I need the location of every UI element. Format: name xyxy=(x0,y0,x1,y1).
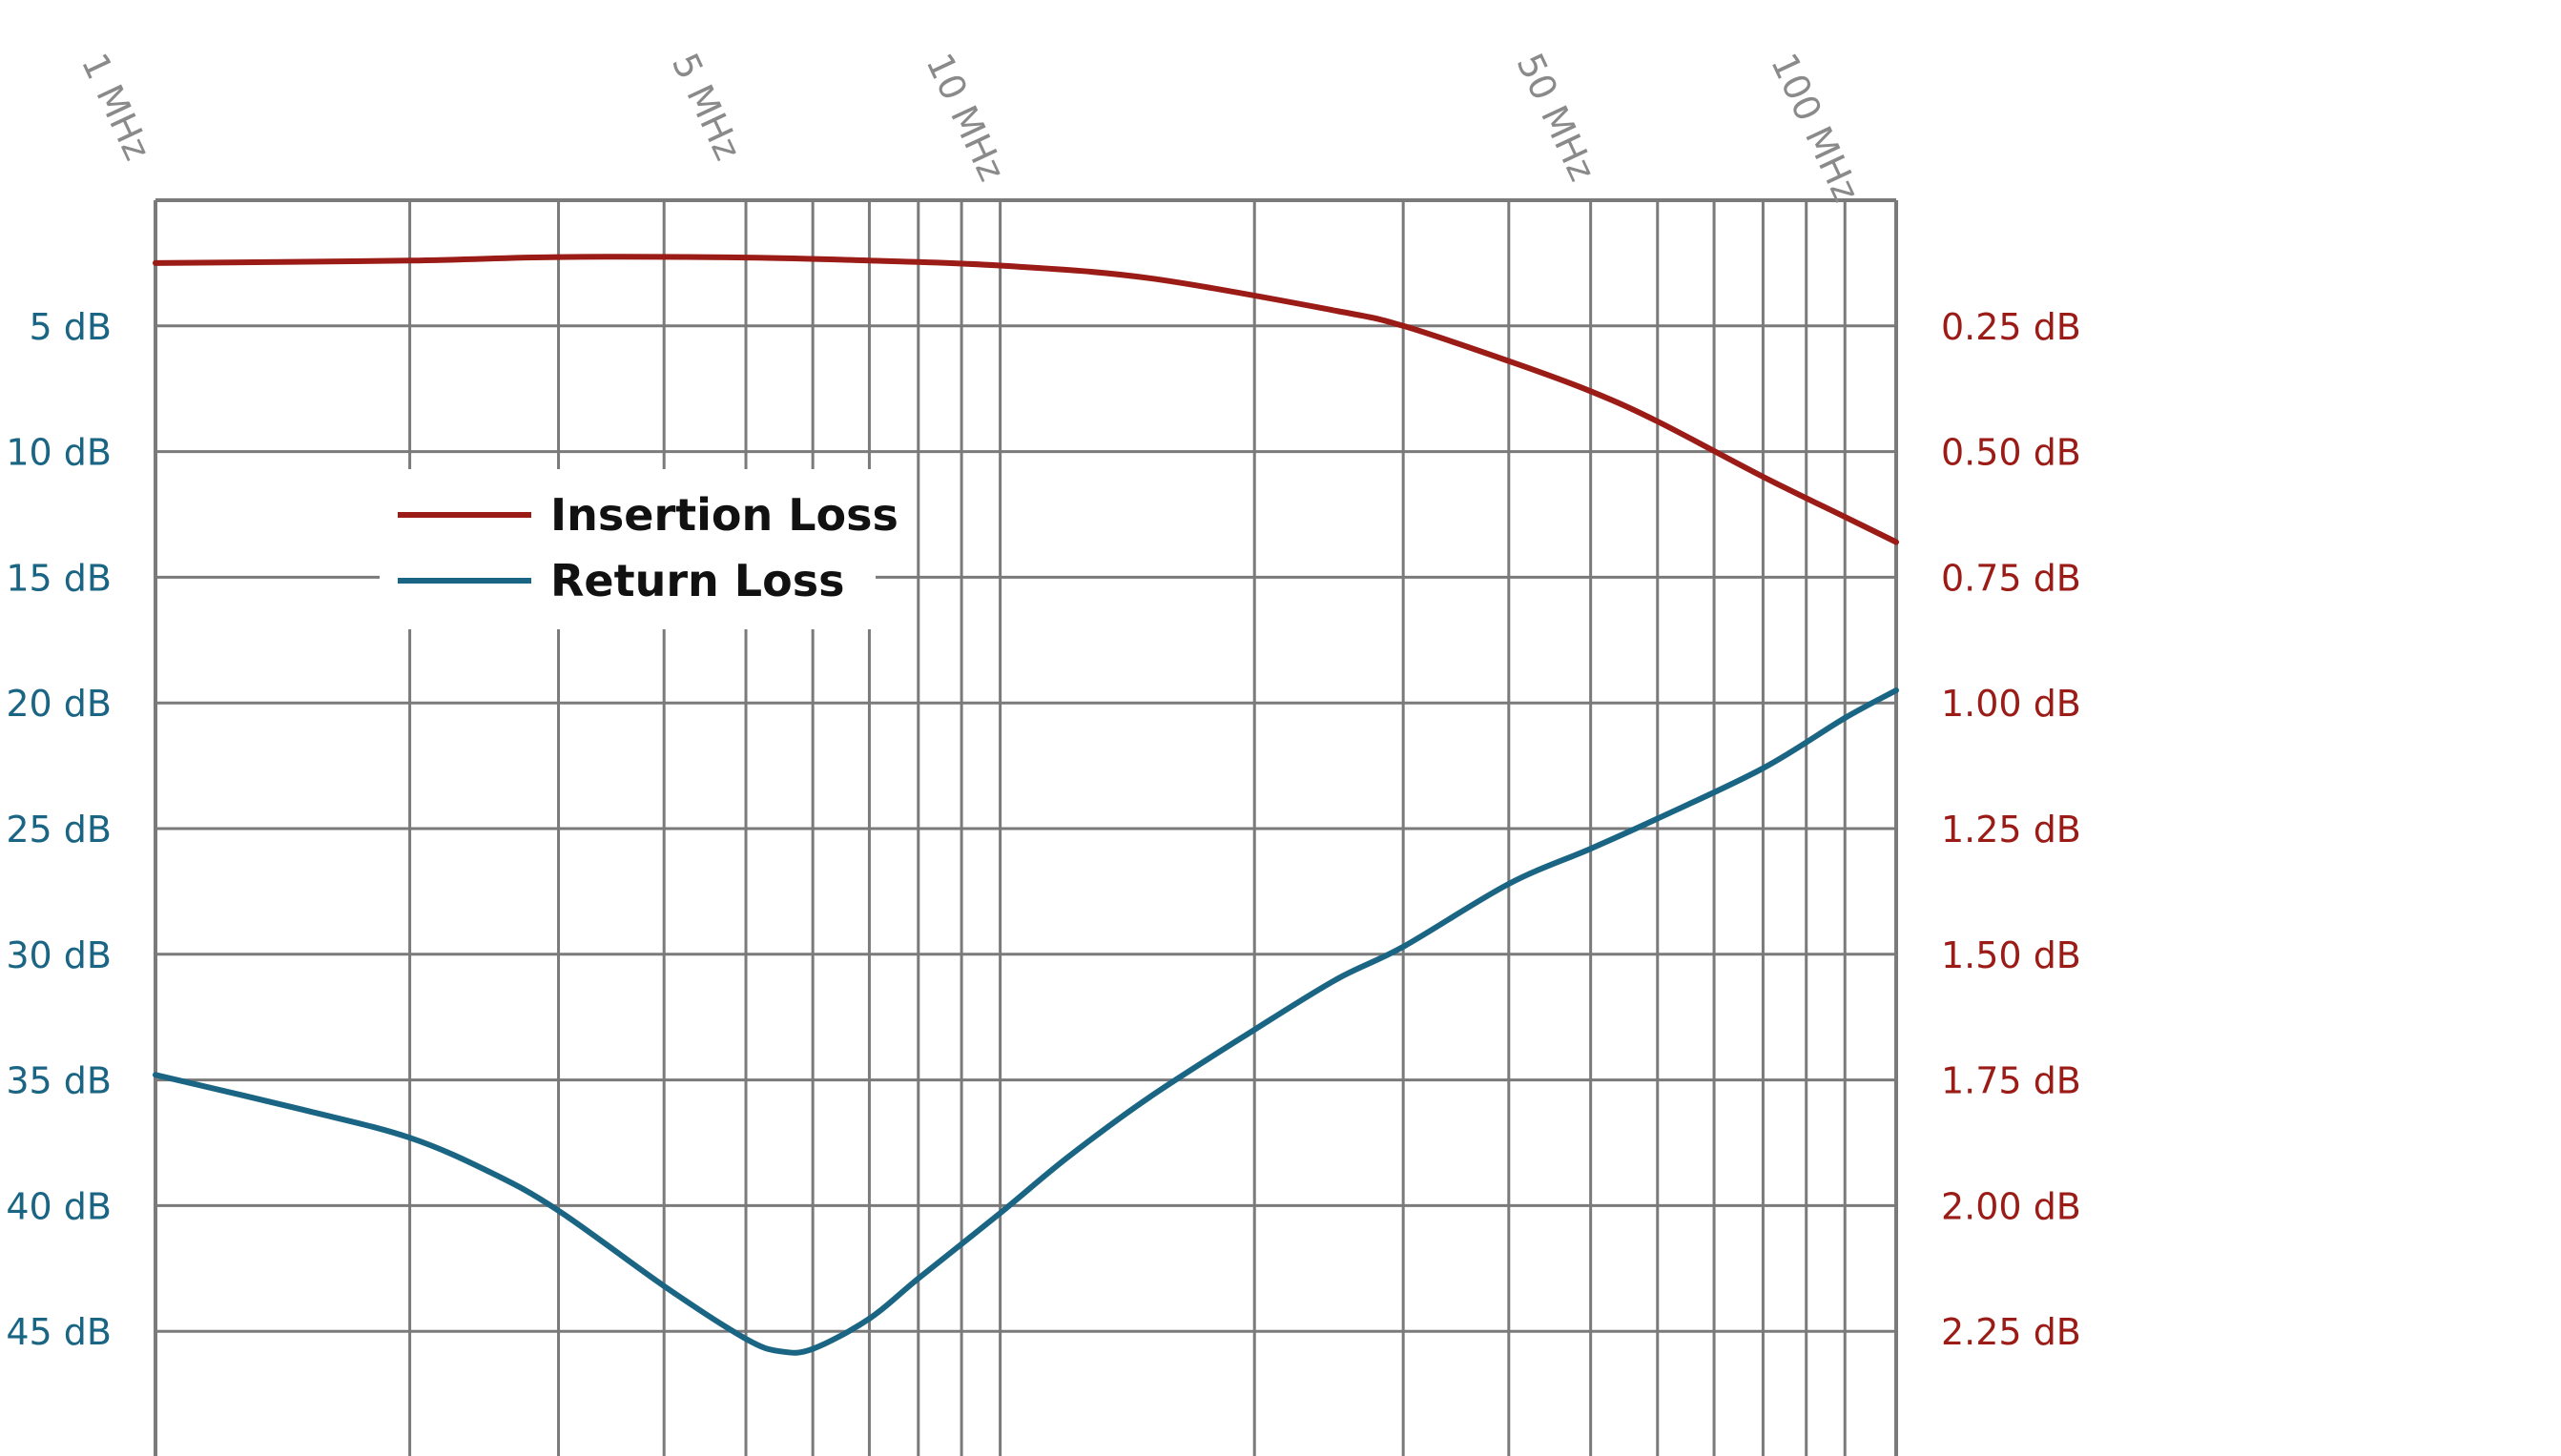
y-right-tick-label: 1.50 dB xyxy=(1941,934,2081,976)
y-left-tick-label: 25 dB xyxy=(6,809,112,851)
series-line-insertion-loss xyxy=(153,254,1899,545)
series-lines xyxy=(153,254,1899,1356)
y-left-tick-label: 30 dB xyxy=(6,934,112,976)
legend-box xyxy=(380,469,876,629)
legend-label: Insertion Loss xyxy=(550,489,898,541)
y-right-tick-label: 0.50 dB xyxy=(1941,432,2081,474)
y-right-tick-label: 2.00 dB xyxy=(1941,1185,2081,1227)
y-right-tick-label: 2.25 dB xyxy=(1941,1311,2081,1353)
legend: Insertion Loss Return Loss xyxy=(380,469,898,629)
y-left-tick-label: 10 dB xyxy=(6,432,112,474)
y-right-tick-label: 1.75 dB xyxy=(1941,1060,2081,1102)
y-left-tick-label: 35 dB xyxy=(6,1060,112,1102)
y-right-tick-label: 1.00 dB xyxy=(1941,683,2081,725)
y-left-tick-label: 20 dB xyxy=(6,683,112,725)
y-right-tick-label: 0.25 dB xyxy=(1941,306,2081,348)
y-left-tick-label: 15 dB xyxy=(6,557,112,599)
y-left-tick-label: 40 dB xyxy=(6,1185,112,1227)
y-left-tick-label: 45 dB xyxy=(6,1311,112,1353)
series-line-return-loss xyxy=(153,687,1899,1356)
grid xyxy=(154,198,1898,1456)
legend-label: Return Loss xyxy=(550,555,844,606)
y-left-tick-label: 5 dB xyxy=(30,306,112,348)
y-right-tick-label: 1.25 dB xyxy=(1941,809,2081,851)
y-right-tick-label: 0.75 dB xyxy=(1941,557,2081,599)
